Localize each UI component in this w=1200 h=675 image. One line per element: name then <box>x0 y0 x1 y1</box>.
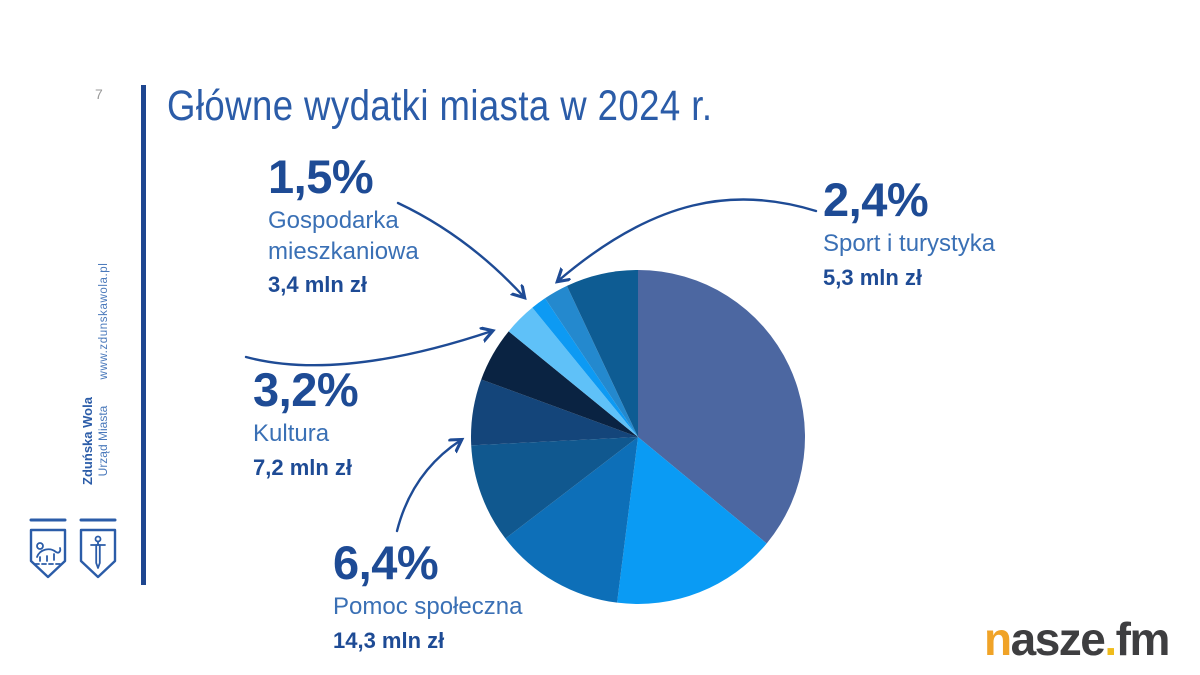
callout-percent: 2,4% <box>823 173 929 226</box>
callout-category: Sport i turystyka <box>823 229 996 257</box>
callout-gospodarka: 1,5% Gospodarka mieszkaniowa 3,4 mln zł <box>268 153 419 298</box>
pie-segment-gospodarka-mieszkaniowa <box>532 298 638 437</box>
callout-amount: 3,4 mln zł <box>268 272 368 298</box>
sidebar-org-name: Zduńska Wola <box>80 397 96 485</box>
callout-sport: 2,4% Sport i turystyka 5,3 mln zł <box>823 176 995 291</box>
pie-segment-sport-i-turystyka <box>545 285 638 437</box>
callout-pomoc-spoleczna: 6,4% Pomoc społeczna 14,3 mln zł <box>333 539 522 654</box>
pie-segment-2 <box>505 437 638 603</box>
nasze-fm-logo: nasze.fm <box>984 612 1171 666</box>
callout-amount: 5,3 mln zł <box>823 264 923 290</box>
callout-percent: 1,5% <box>268 150 374 203</box>
lion-crest-icon <box>29 518 67 579</box>
pie-segment-0 <box>638 270 806 544</box>
logo-dot: . <box>1104 613 1117 665</box>
callout-percent: 3,2% <box>253 363 359 416</box>
callout-amount: 7,2 mln zł <box>253 454 353 480</box>
sword-crest-icon <box>79 518 117 579</box>
pie-segment-9 <box>566 270 638 437</box>
logo-middle: asze <box>1010 613 1106 665</box>
callout-category: Gospodarka mieszkaniowa <box>268 206 419 265</box>
sidebar-org-text: Zduńska Wola Urząd Miasta <box>80 397 110 485</box>
slide-title: Główne wydatki miasta w 2024 r. <box>167 82 713 130</box>
sidebar-website-text: www.zdunskawola.pl <box>98 262 110 380</box>
pie-chart <box>470 270 806 604</box>
page-number: 7 <box>95 86 103 102</box>
arrow-pomoc <box>395 440 461 533</box>
pie-segment-3 <box>471 437 638 539</box>
sidebar-org-sub: Urząd Miasta <box>95 405 110 477</box>
callout-kultura: 3,2% Kultura 7,2 mln zł <box>253 363 359 481</box>
pie-segment-kultura <box>508 307 638 437</box>
callout-category: Kultura <box>253 419 330 447</box>
logo-suffix: fm <box>1115 613 1171 665</box>
logo-n: n <box>984 613 1012 665</box>
pie-segment-pomoc-społeczna <box>470 379 638 446</box>
callout-percent: 6,4% <box>333 536 439 589</box>
callout-category: Pomoc społeczna <box>333 592 523 620</box>
title-accent-bar <box>141 85 146 585</box>
pie-segment-1 <box>617 437 767 604</box>
city-crests <box>27 516 119 590</box>
callout-amount: 14,3 mln zł <box>333 627 445 653</box>
pie-segment-5 <box>481 331 638 437</box>
arrow-kultura <box>244 331 492 367</box>
